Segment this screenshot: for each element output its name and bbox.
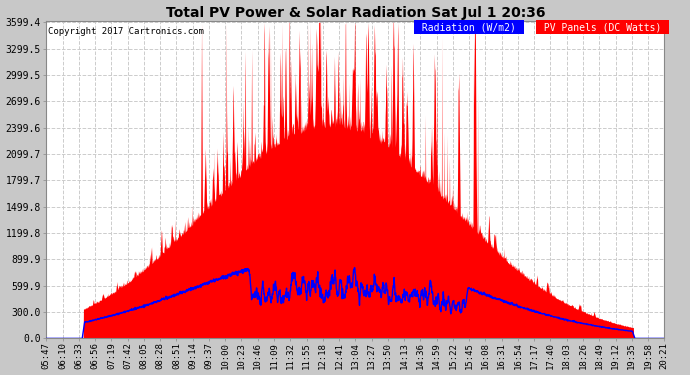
Text: Radiation (W/m2): Radiation (W/m2) (416, 22, 522, 32)
Title: Total PV Power & Solar Radiation Sat Jul 1 20:36: Total PV Power & Solar Radiation Sat Jul… (166, 6, 545, 20)
Text: PV Panels (DC Watts): PV Panels (DC Watts) (538, 22, 667, 32)
Text: Copyright 2017 Cartronics.com: Copyright 2017 Cartronics.com (48, 27, 204, 36)
